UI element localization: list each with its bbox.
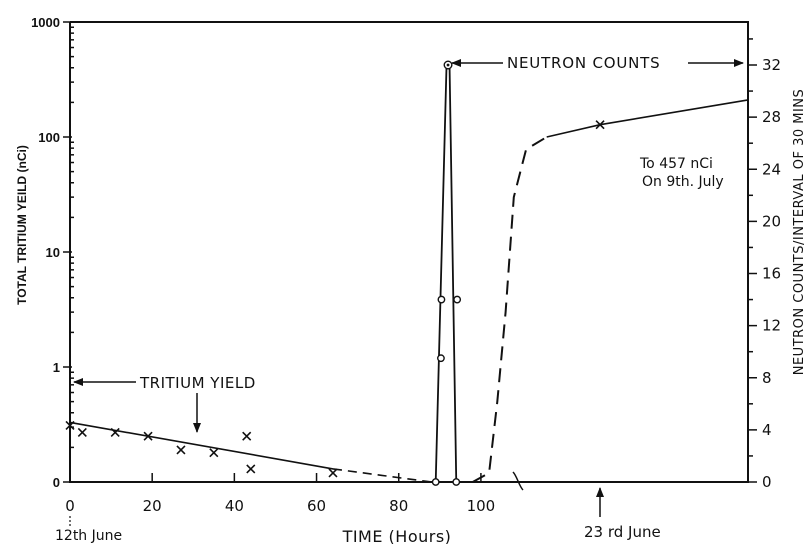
y-right-tick-label: 32 xyxy=(762,56,781,74)
marker-group xyxy=(65,60,605,486)
date-start-label: 12th June xyxy=(55,528,122,544)
y-left-tick-label: 0 xyxy=(53,475,60,490)
neutron-point xyxy=(437,295,446,304)
tritium-point xyxy=(65,420,75,431)
plot-frame xyxy=(69,21,749,483)
dashed-rise-line xyxy=(472,136,548,483)
final-note-line2: On 9th. July xyxy=(642,174,724,190)
tritium-yield-label: TRITIUM YIELD xyxy=(139,374,256,392)
tritium-point xyxy=(143,431,153,441)
neutron-point xyxy=(452,478,461,486)
y-right-tick-label: 8 xyxy=(762,369,772,387)
y-left-axis-label: TOTAL TRITIUM YEILD (nCi) xyxy=(15,145,29,305)
neutron-point xyxy=(431,478,440,486)
y-right-tick-label: 4 xyxy=(762,421,772,439)
tritium-point xyxy=(242,431,252,441)
x-tick-label: 100 xyxy=(467,497,496,515)
x-tick-label: 20 xyxy=(143,497,162,515)
y-right-tick-label: 16 xyxy=(762,265,781,283)
tritium-trend-extension xyxy=(332,468,432,483)
neutron-point xyxy=(437,354,445,363)
y-left-tick-label: 1000 xyxy=(31,15,60,30)
rise-point xyxy=(595,120,605,130)
series-group xyxy=(69,64,749,483)
y-left-tick-label: 1 xyxy=(53,360,60,375)
tritium-point xyxy=(246,464,256,474)
neutron-counts-label: NEUTRON COUNTS xyxy=(507,54,660,72)
tritium-point xyxy=(328,468,338,478)
final-note-line1: To 457 nCi xyxy=(639,156,713,172)
y-right-tick-label: 24 xyxy=(762,160,781,178)
y-right-tick-label: 0 xyxy=(762,473,772,491)
x-tick-label: 60 xyxy=(307,497,326,515)
x-tick-label: 80 xyxy=(389,497,408,515)
date-end-label: 23 rd June xyxy=(584,523,661,541)
x-axis-label: TIME (Hours) xyxy=(342,527,452,544)
y-right-tick-label: 12 xyxy=(762,317,781,335)
baseline-mark xyxy=(512,471,524,491)
y-left-tick-label: 10 xyxy=(46,245,60,260)
rise-continuation-line xyxy=(546,99,749,138)
x-tick-label: 40 xyxy=(225,497,244,515)
tritium-point xyxy=(110,427,120,437)
neutron-peak-dot xyxy=(446,63,450,67)
tritium-point xyxy=(209,448,219,458)
neutron-point xyxy=(453,295,462,304)
tick-group xyxy=(63,21,757,483)
y-left-tick-label: 100 xyxy=(38,130,60,145)
x-tick-label: 0 xyxy=(65,497,75,515)
tritium-trend-line xyxy=(69,421,334,470)
y-right-tick-label: 28 xyxy=(762,108,781,126)
y-right-axis-label: NEUTRON COUNTS/INTERVAL OF 30 MINS xyxy=(792,89,807,376)
tritium-point xyxy=(176,445,186,455)
neutron-spike-line xyxy=(434,64,458,483)
y-right-tick-label: 20 xyxy=(762,212,781,230)
tritium-point xyxy=(77,427,87,437)
